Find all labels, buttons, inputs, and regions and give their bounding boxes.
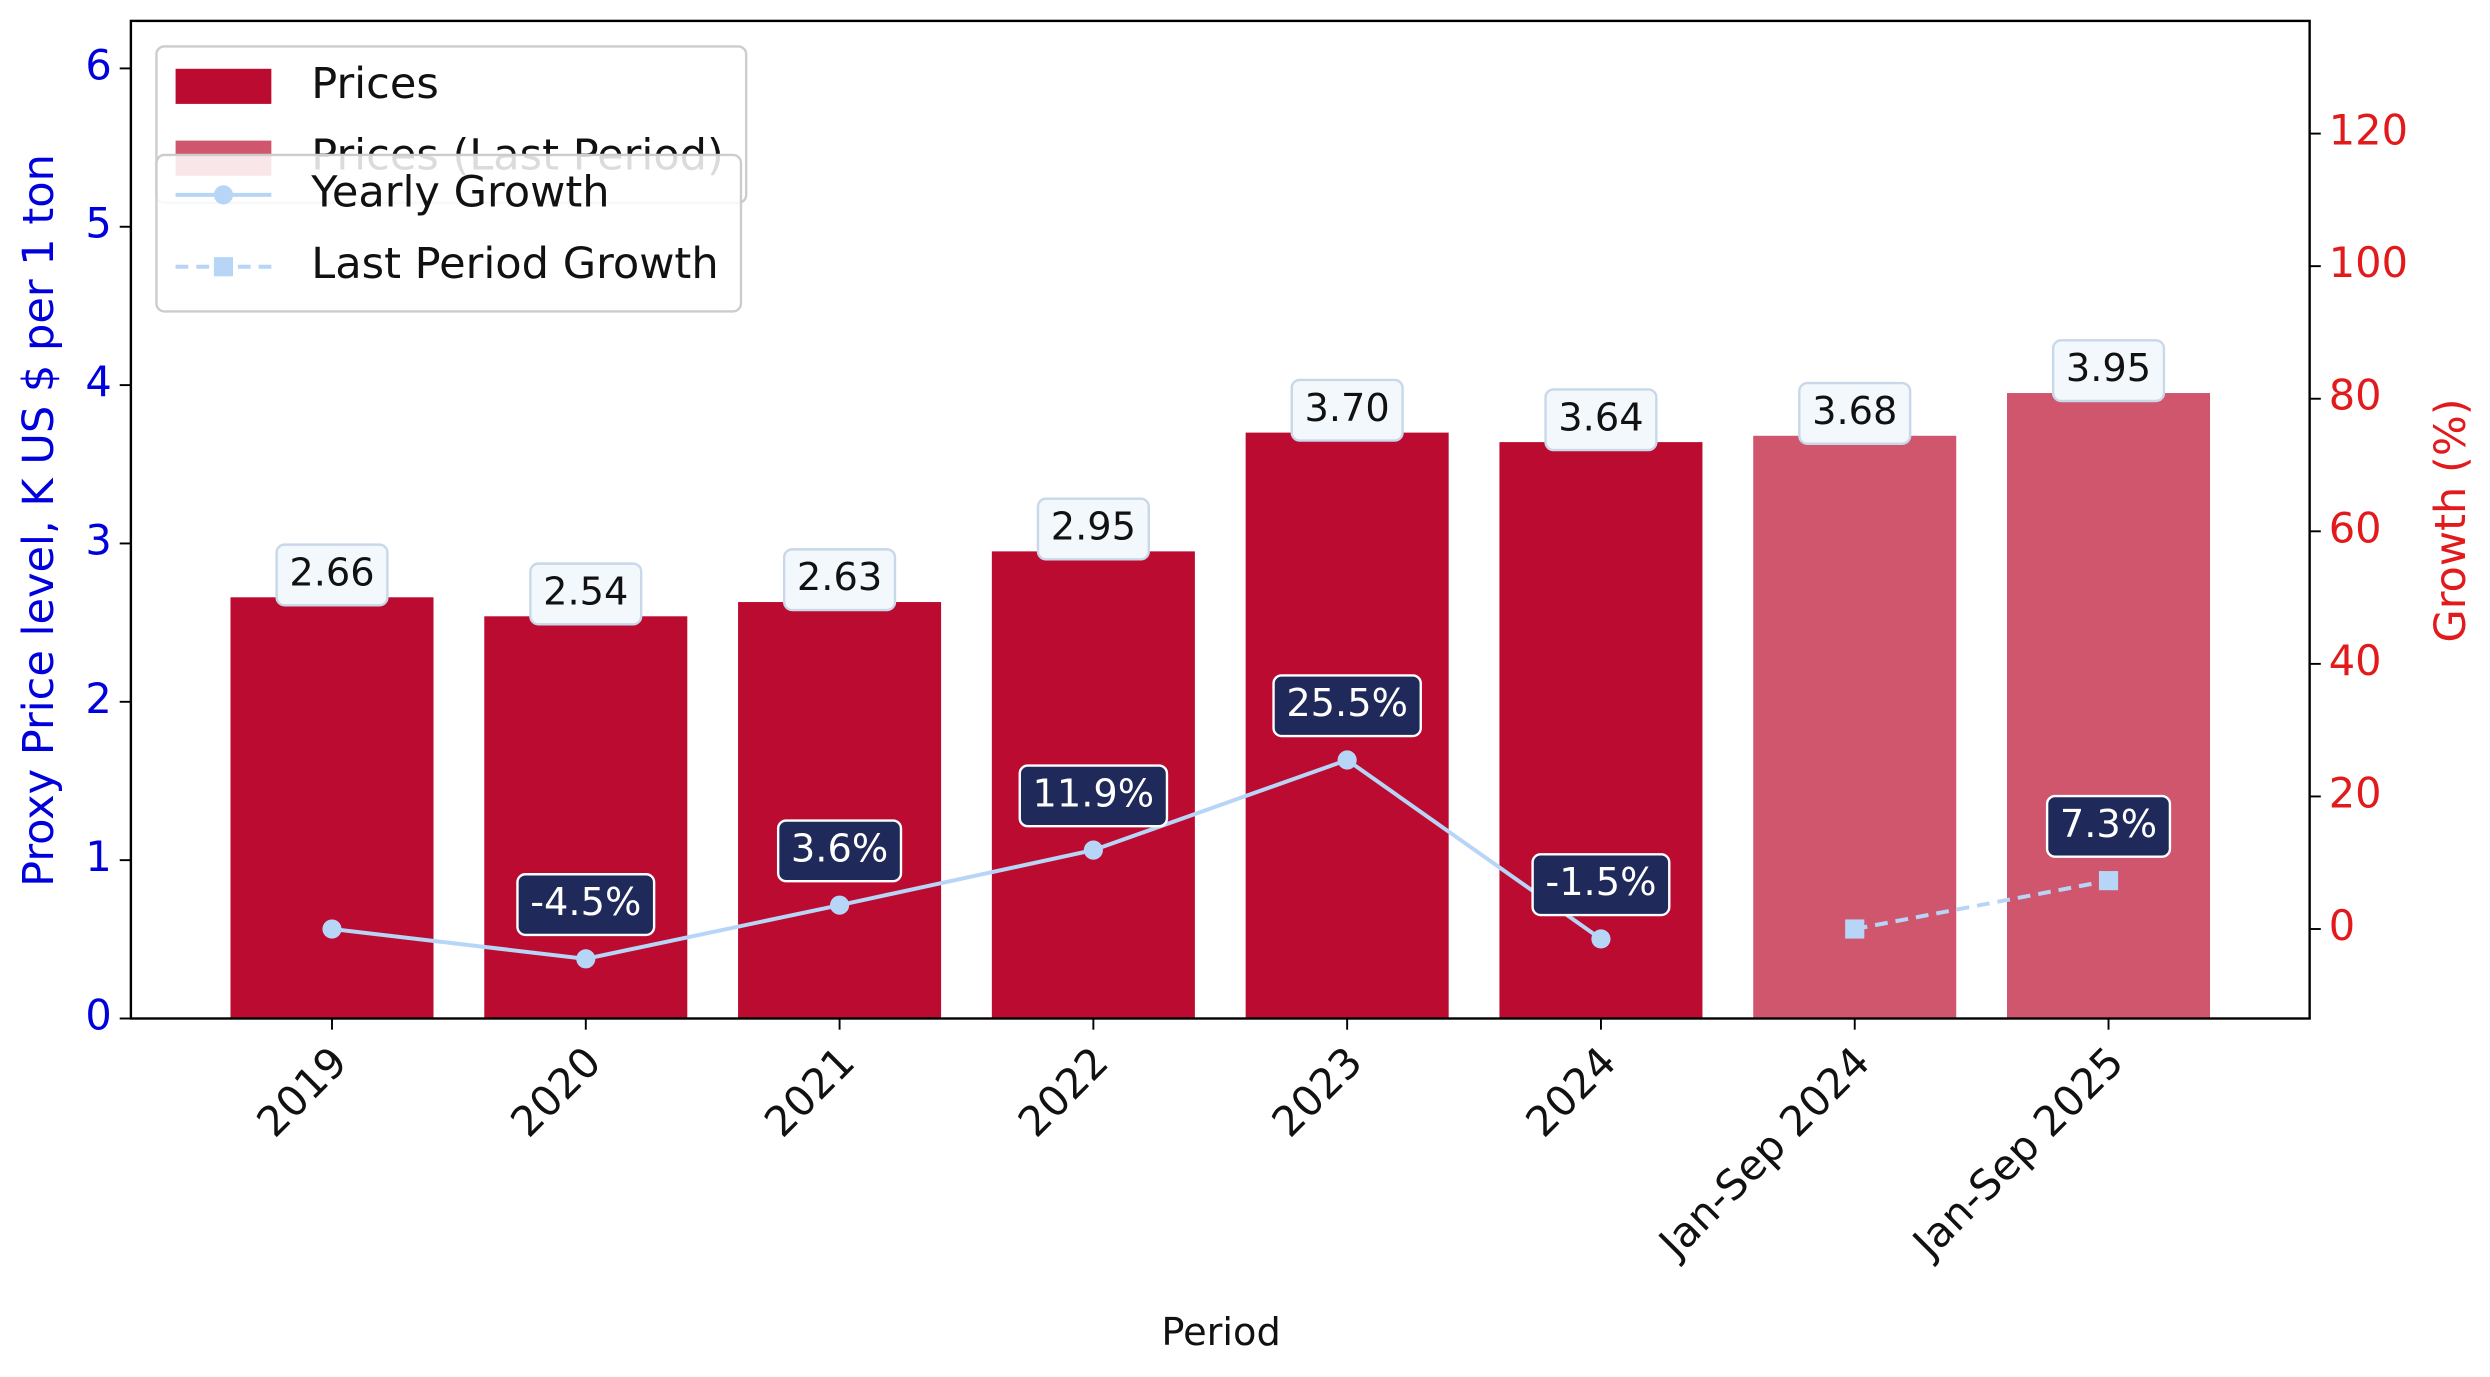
bar (230, 597, 434, 1019)
x-tick-label: 2022 (1008, 1037, 1117, 1146)
legend-swatch (175, 68, 272, 104)
plot-frame (129, 19, 2311, 1020)
legend-box (155, 153, 743, 313)
marker (576, 949, 596, 969)
legend-marker (213, 257, 234, 277)
growth-line (1854, 878, 2109, 931)
y-tick-label: 0 (85, 991, 111, 1040)
x-tick-label: 2024 (1516, 1037, 1625, 1146)
value-label: 2.63 (782, 548, 897, 612)
x-tick-label: Jan-Sep 2024 (1647, 1037, 1879, 1269)
label-text: 7.3% (2060, 802, 2157, 847)
y-tick-label: 3 (85, 515, 111, 564)
labels: 2.66 2.54 2.63 2.95 3.70 3.64 3.68 3.95 -4.5% 3.6… (275, 339, 2172, 937)
label-box (2045, 794, 2172, 858)
marker (1337, 750, 1357, 770)
legend-label: Last Period Growth (311, 239, 718, 289)
legend-label: Prices (311, 59, 439, 109)
growth-label: -1.5% (1531, 853, 1671, 917)
label-box (1798, 381, 1912, 445)
legend: Yearly Growth Last Period Growth (155, 153, 743, 313)
bar (1499, 442, 1703, 1019)
marker (322, 919, 342, 939)
value-label: 3.64 (1544, 388, 1658, 452)
label-text: 3.6% (791, 826, 888, 871)
y2-tick-label: 60 (2329, 503, 2382, 552)
y2-tick-label: 100 (2329, 238, 2408, 287)
growth-label: 11.9% (1018, 764, 1169, 828)
marker (1083, 840, 1103, 860)
legend-label: Yearly Growth (310, 167, 609, 217)
x-tick-label: 2020 (501, 1037, 610, 1146)
label-text: 3.64 (1558, 395, 1643, 440)
label-box (275, 543, 389, 607)
value-label: 3.68 (1798, 381, 1912, 445)
label-box (1290, 378, 1404, 442)
label-box (776, 819, 903, 883)
label-text: 3.70 (1305, 386, 1390, 431)
bar (738, 602, 942, 1019)
y-axis-label: Proxy Price level, K US $ per 1 ton (14, 154, 64, 887)
x-tick-label: 2019 (247, 1037, 356, 1146)
x-tick-label: 2021 (755, 1037, 864, 1146)
growth-line (331, 757, 1603, 961)
label-text: -4.5% (530, 880, 641, 925)
y2-tick-label: 80 (2329, 371, 2382, 420)
marker (830, 895, 850, 915)
y2-axis-label: Growth (%) (2426, 398, 2476, 642)
marker (1845, 919, 1865, 939)
label-text: 3.95 (2066, 346, 2151, 391)
y-tick-label: 6 (85, 40, 111, 89)
y2-tick-label: 40 (2329, 636, 2382, 685)
label-box (529, 562, 643, 626)
label-text: 2.63 (797, 555, 882, 600)
y-tick-label: 2 (85, 674, 111, 723)
x-tick-label: Jan-Sep 2025 (1901, 1037, 2133, 1269)
marker (2098, 871, 2119, 891)
label-box (1018, 764, 1169, 828)
label-box (1036, 497, 1150, 561)
y2-tick-label: 20 (2329, 768, 2382, 817)
x-tick-label: 2023 (1262, 1037, 1371, 1146)
growth-label: 7.3% (2045, 794, 2172, 858)
growth-label: 25.5% (1272, 674, 1422, 738)
label-text: 2.66 (289, 550, 374, 595)
label-box (1531, 853, 1671, 917)
value-label: 2.54 (529, 562, 643, 626)
legend-marker (213, 185, 234, 205)
label-text: -1.5% (1545, 860, 1656, 905)
bar (2007, 393, 2211, 1019)
y-tick-label: 1 (85, 832, 111, 881)
value-label: 2.95 (1036, 497, 1150, 561)
value-label: 3.95 (2051, 339, 2166, 403)
y-tick-label: 5 (85, 199, 111, 248)
label-box (2051, 339, 2166, 403)
growth-label: -4.5% (516, 873, 656, 937)
y-tick-label: 4 (85, 357, 111, 406)
marker (1591, 929, 1611, 949)
y2-tick-label: 120 (2329, 106, 2408, 155)
label-text: 25.5% (1286, 681, 1408, 726)
x-axis-label: Period (1161, 1310, 1280, 1355)
lines (322, 750, 2119, 969)
label-text: 2.54 (543, 569, 628, 614)
label-box (1544, 388, 1658, 452)
value-label: 2.66 (275, 543, 389, 607)
value-label: 3.70 (1290, 378, 1404, 442)
label-text: 2.95 (1051, 505, 1136, 550)
label-box (782, 548, 897, 612)
label-box (516, 873, 656, 937)
label-text: 11.9% (1033, 771, 1155, 816)
label-text: 3.68 (1812, 389, 1897, 434)
y2-tick-label: 0 (2329, 901, 2355, 950)
growth-label: 3.6% (776, 819, 903, 883)
label-box (1272, 674, 1422, 738)
